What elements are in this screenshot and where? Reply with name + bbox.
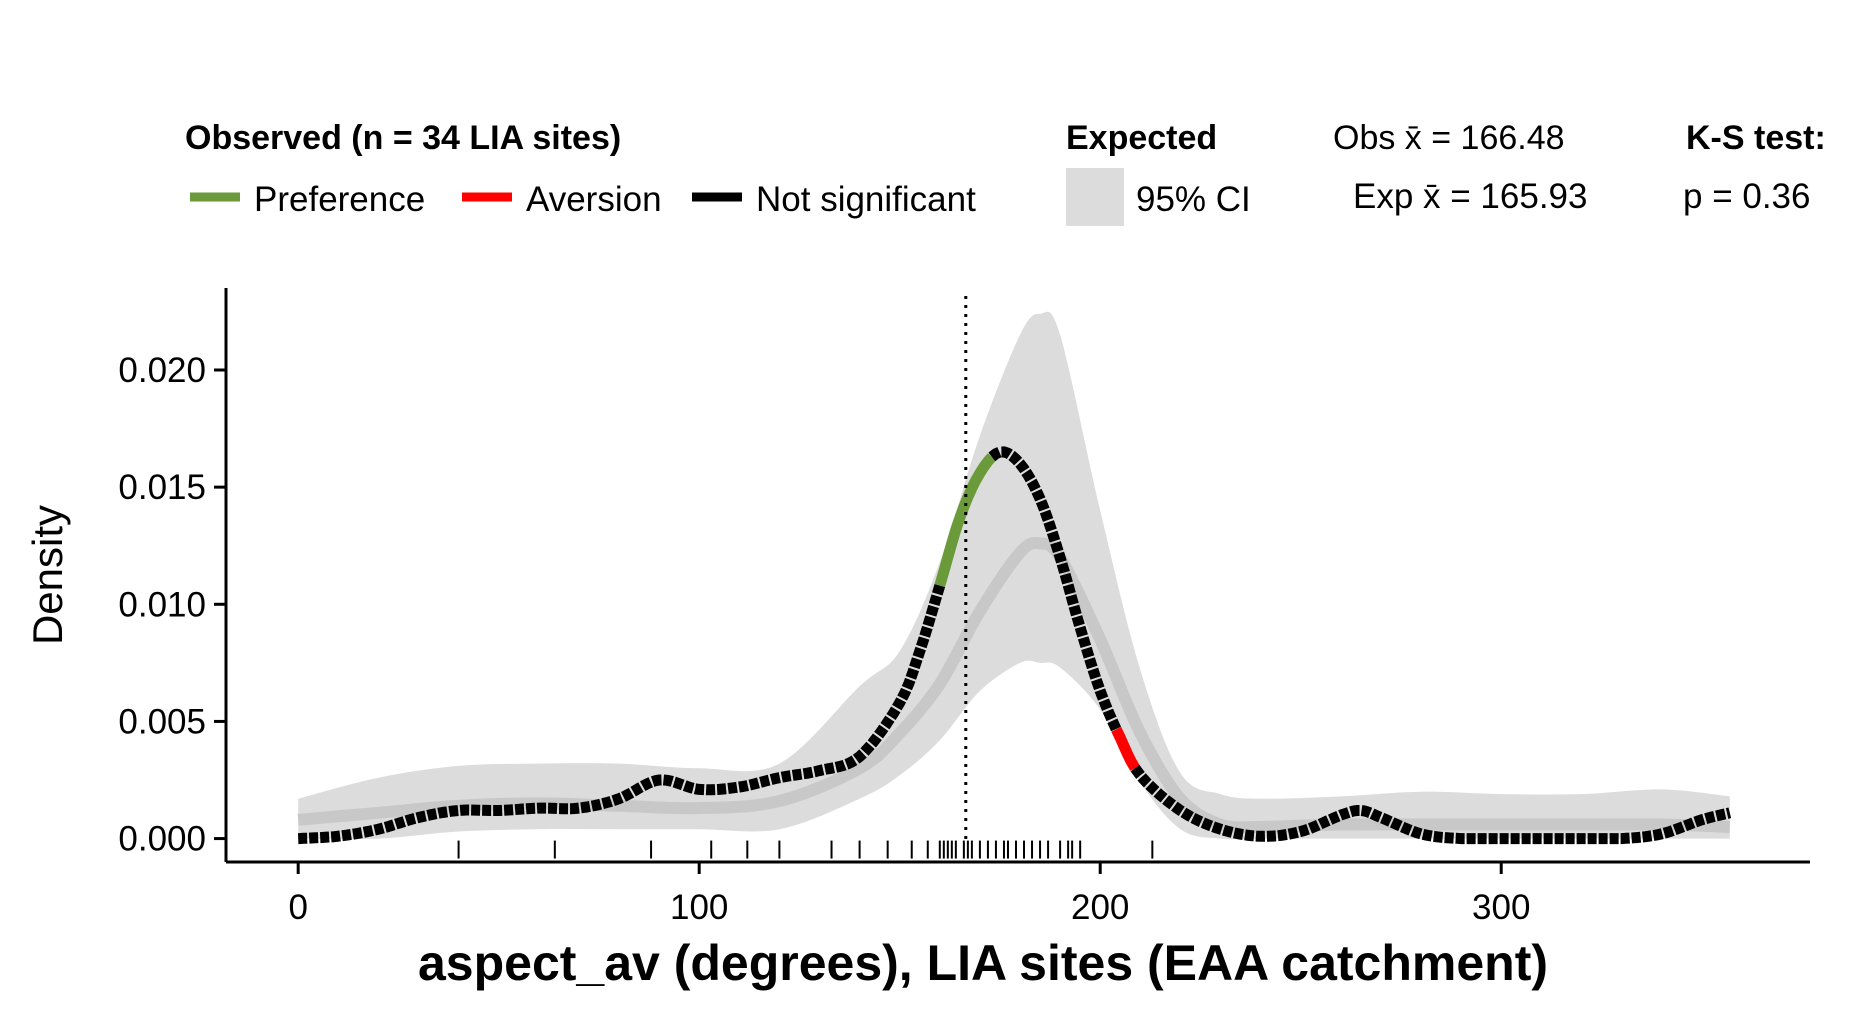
x-tick-label: 300 <box>1472 888 1530 927</box>
y-tick-label: 0.000 <box>118 820 206 859</box>
y-tick-label: 0.020 <box>118 351 206 390</box>
legend: Observed (n = 34 LIA sites) Preference A… <box>185 119 1251 226</box>
ks-test-p-label: p = 0.36 <box>1683 177 1810 216</box>
ks-test-title: K-S test: <box>1686 119 1826 157</box>
legend-observed-title: Observed (n = 34 LIA sites) <box>185 119 621 157</box>
legend-label-preference: Preference <box>254 180 425 219</box>
x-tick-label: 100 <box>670 888 728 927</box>
x-tick-label: 0 <box>288 888 307 927</box>
observed-density-segment-preference <box>934 453 997 588</box>
legend-swatch-ci <box>1066 168 1124 226</box>
exp-mean-label: Exp x̄ = 165.93 <box>1353 177 1587 216</box>
legend-expected-title: Expected <box>1066 119 1217 157</box>
legend-label-ci: 95% CI <box>1136 180 1251 219</box>
observed-density-segment-not-significant <box>295 583 946 845</box>
legend-label-aversion: Aversion <box>526 180 662 219</box>
y-tick-label: 0.010 <box>118 585 206 624</box>
y-tick-label: 0.015 <box>118 468 206 507</box>
expected-density-line <box>297 536 1731 834</box>
y-axis-title: Density <box>24 505 71 645</box>
observed-density-segment-not-significant <box>1130 764 1733 845</box>
x-axis-title: aspect_av (degrees), LIA sites (EAA catc… <box>418 935 1548 991</box>
plot-area: 0.000 0.005 0.010 0.015 0.020 0 100 200 300 <box>118 288 1810 927</box>
obs-mean-label: Obs x̄ = 166.48 <box>1333 119 1565 157</box>
y-tick-label: 0.005 <box>118 702 206 741</box>
legend-label-not-significant: Not significant <box>756 180 976 219</box>
observed-density-segment-not-significant <box>988 446 1122 732</box>
observed-density-segment-aversion <box>1111 726 1140 771</box>
x-tick-label: 200 <box>1071 888 1129 927</box>
expected-ci-band <box>298 311 1730 840</box>
stats-block: Obs x̄ = 166.48 Exp x̄ = 165.93 K-S test… <box>1333 119 1826 216</box>
